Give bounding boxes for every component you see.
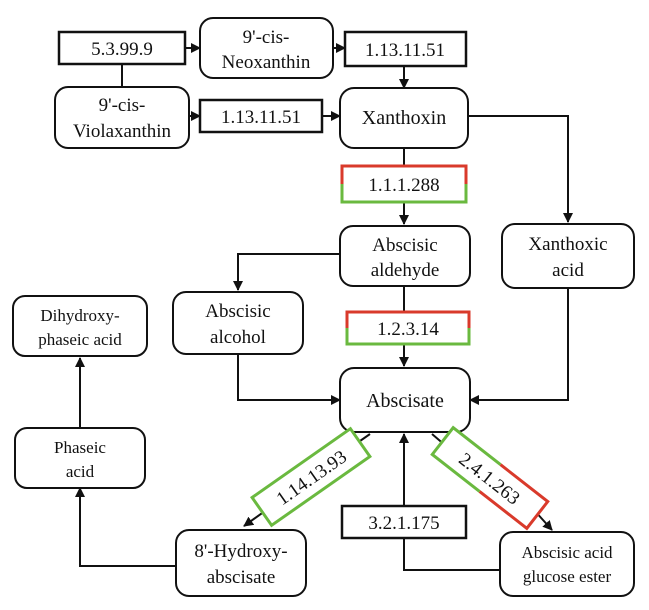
node-abscisate: Abscisate	[339, 367, 471, 433]
node-abscisic-aldehyde: Abscisic aldehyde	[339, 225, 471, 287]
node-abscisic-alcohol-line2: alcohol	[210, 327, 266, 348]
enzyme-1-2-3-14: 1.2.3.14	[345, 310, 471, 346]
enzyme-5-3-99-9: 5.3.99.9	[57, 30, 187, 66]
edge-hydroxyabscisate-phaseic	[75, 487, 185, 571]
enzyme-1-2-3-14-green-border	[345, 328, 471, 346]
node-violaxanthin: 9'-cis- Violaxanthin	[54, 86, 190, 149]
node-phaseic-acid-line2: acid	[66, 462, 95, 481]
node-dihydroxy-phaseic-acid-line2: phaseic acid	[38, 330, 122, 349]
edge-ester-abscisate	[399, 433, 500, 571]
node-abscisic-alcohol: Abscisic alcohol	[172, 291, 304, 355]
enzyme-1-2-3-14-red-border	[345, 310, 471, 328]
node-phaseic-acid: Phaseic acid	[14, 427, 146, 489]
node-abscisic-aldehyde-line1: Abscisic	[372, 235, 437, 256]
enzyme-2-4-1-263-red-border	[478, 463, 550, 531]
node-glucose-ester-line2: glucose ester	[523, 567, 612, 586]
edge-aldehyde-alcohol	[233, 253, 340, 291]
node-glucose-ester: Abscisic acid glucose ester	[499, 531, 635, 597]
enzyme-1-1-1-288-label: 1.1.1.288	[368, 175, 439, 196]
enzyme-1-1-1-288-red-border	[340, 164, 468, 184]
node-abscisate-label: Abscisate	[366, 390, 444, 412]
node-xanthoxic-acid-line1: Xanthoxic	[528, 234, 607, 255]
edge-alcohol-abscisate	[237, 354, 341, 405]
node-hydroxy-abscisate: 8'-Hydroxy- abscisate	[175, 529, 307, 597]
node-hydroxy-abscisate-line2: abscisate	[207, 567, 276, 588]
edge-xanthoxic-abscisate	[469, 288, 569, 405]
node-neoxanthin-line1: 9'-cis-	[243, 27, 290, 48]
node-dihydroxy-phaseic-acid-line1: Dihydroxy-	[40, 306, 120, 325]
enzyme-1-13-11-51-mid-label: 1.13.11.51	[221, 107, 301, 128]
node-dihydroxy-phaseic-acid: Dihydroxy- phaseic acid	[12, 295, 148, 357]
node-abscisic-alcohol-line1: Abscisic	[205, 301, 270, 322]
node-xanthoxic-acid-line2: acid	[552, 260, 584, 281]
node-xanthoxin: Xanthoxin	[339, 87, 469, 149]
enzyme-2-4-1-263-green-border	[430, 425, 502, 493]
connectors	[75, 43, 573, 571]
enzyme-1-13-11-51-top-label: 1.13.11.51	[365, 40, 445, 61]
enzyme-5-3-99-9-label: 5.3.99.9	[91, 39, 153, 60]
node-violaxanthin-line2: Violaxanthin	[73, 121, 172, 142]
enzyme-3-2-1-175-label: 3.2.1.175	[368, 513, 439, 534]
node-abscisic-aldehyde-line2: aldehyde	[371, 260, 440, 281]
enzyme-1-1-1-288: 1.1.1.288	[340, 164, 468, 204]
enzyme-1-13-11-51-mid: 1.13.11.51	[198, 98, 324, 134]
node-hydroxy-abscisate-line1: 8'-Hydroxy-	[194, 541, 287, 562]
enzyme-3-2-1-175: 3.2.1.175	[340, 504, 468, 540]
node-phaseic-acid-line1: Phaseic	[54, 438, 106, 457]
enzyme-1-1-1-288-green-border	[340, 184, 468, 204]
enzyme-1-13-11-51-top: 1.13.11.51	[343, 30, 468, 68]
node-neoxanthin: 9'-cis- Neoxanthin	[199, 17, 334, 79]
edge-xanthoxin-xanthoxic	[468, 115, 573, 223]
node-xanthoxin-label: Xanthoxin	[362, 107, 446, 129]
node-neoxanthin-line2: Neoxanthin	[222, 52, 311, 73]
node-xanthoxic-acid: Xanthoxic acid	[501, 223, 635, 289]
node-violaxanthin-line1: 9'-cis-	[99, 95, 146, 116]
enzyme-1-2-3-14-label: 1.2.3.14	[377, 319, 439, 340]
node-glucose-ester-line1: Abscisic acid	[521, 543, 613, 562]
